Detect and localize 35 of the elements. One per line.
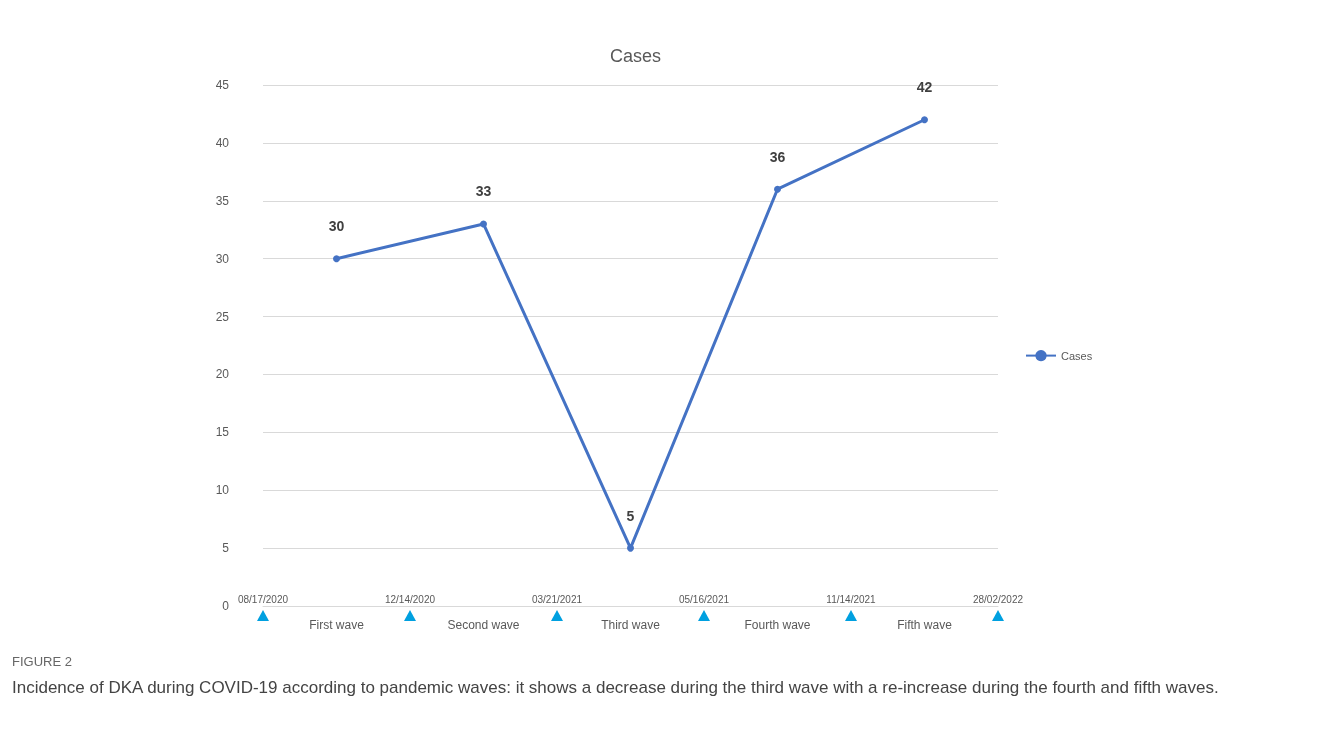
- point: [921, 116, 928, 124]
- annotation: 28/02/2022: [972, 594, 1024, 605]
- x-tick-label: Fourth wave: [744, 618, 811, 632]
- text: Incidence of DKA during COVID-19 according to pandemic waves: it shows a decrease during the third wave with a re-increase during the fourth and fifth waves.: [12, 677, 1220, 699]
- x-tick-label: Fifth wave: [897, 618, 953, 632]
- y-tick-label: 25: [215, 309, 230, 324]
- x-tick-label: Third wave: [601, 618, 661, 632]
- y-tick-label: 0: [222, 599, 230, 613]
- y-tick-label: 20: [215, 367, 230, 382]
- y-tick-label: 15: [215, 425, 230, 440]
- annotation: 08/17/2020: [237, 594, 289, 605]
- data-label: 5: [626, 507, 635, 524]
- annotation: 11/14/2021: [826, 594, 876, 605]
- x-tick-label: First wave: [309, 618, 365, 632]
- data-label: 42: [916, 79, 933, 96]
- data-label: 30: [328, 218, 345, 235]
- point: [480, 220, 487, 228]
- y-tick-label: 10: [215, 483, 230, 498]
- y-tick-label: 35: [215, 193, 230, 208]
- annotation: 03/21/2021: [531, 594, 583, 605]
- y-tick-label: 5: [222, 541, 230, 556]
- y-tick-label: 40: [215, 135, 230, 150]
- annotation: 05/16/2021: [678, 594, 730, 605]
- data-label: 33: [475, 183, 492, 200]
- point: [333, 255, 340, 263]
- point: [627, 544, 634, 552]
- y-tick-label: 30: [215, 251, 230, 266]
- x-tick-label: Second wave: [447, 618, 520, 632]
- data-label: 36: [769, 148, 786, 165]
- annotation: 12/14/2020: [384, 594, 436, 605]
- caption: FIGURE 2: [12, 653, 73, 671]
- legend-label: Cases: [1061, 349, 1093, 362]
- point: [774, 185, 781, 193]
- y-tick-label: 45: [215, 78, 230, 92]
- chart-title: Cases: [609, 46, 662, 66]
